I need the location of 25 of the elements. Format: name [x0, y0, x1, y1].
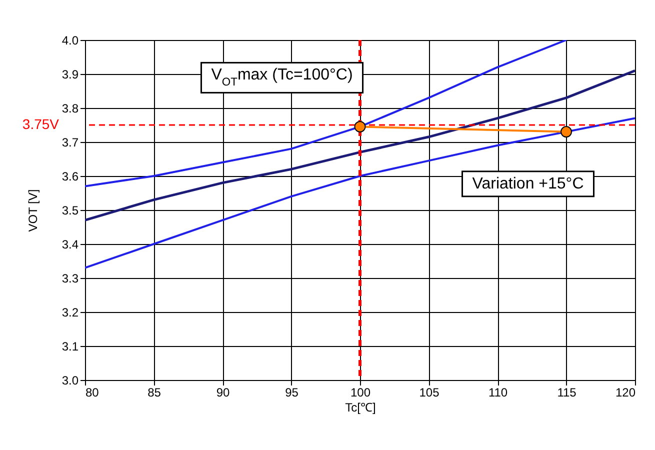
y-tick-label: 3.7	[62, 136, 79, 150]
y-tick-label: 3.6	[62, 170, 79, 184]
y-tick-label: 3.4	[62, 238, 79, 252]
ref-line-label: 3.75V	[22, 116, 60, 132]
x-tick-label: 95	[285, 386, 299, 400]
x-tick-label: 85	[148, 386, 162, 400]
x-tick-label: 90	[216, 386, 230, 400]
x-tick-label: 100	[350, 386, 371, 400]
y-tick-label: 3.5	[62, 204, 79, 218]
x-axis-title: Tc[℃]	[345, 400, 376, 414]
x-tick-label: 115	[557, 386, 577, 400]
y-axis-title: VOT [V]	[26, 189, 40, 232]
y-tick-label: 3.1	[62, 340, 79, 354]
y-tick-label: 3.0	[62, 374, 79, 388]
y-tick-label: 3.9	[62, 68, 79, 82]
x-tick-label: 110	[488, 386, 508, 400]
x-tick-label: 105	[419, 386, 440, 400]
annotation: Variation +15°C	[472, 175, 584, 192]
y-tick-label: 4.0	[62, 34, 79, 48]
y-tick-label: 3.2	[62, 306, 79, 320]
x-tick-label: 120	[615, 386, 636, 400]
x-tick-label: 80	[86, 386, 100, 400]
y-tick-label: 3.8	[62, 102, 79, 116]
y-tick-label: 3.3	[62, 272, 79, 286]
annotation: V$_{OT}$max (Tc=100°C)	[211, 66, 353, 89]
